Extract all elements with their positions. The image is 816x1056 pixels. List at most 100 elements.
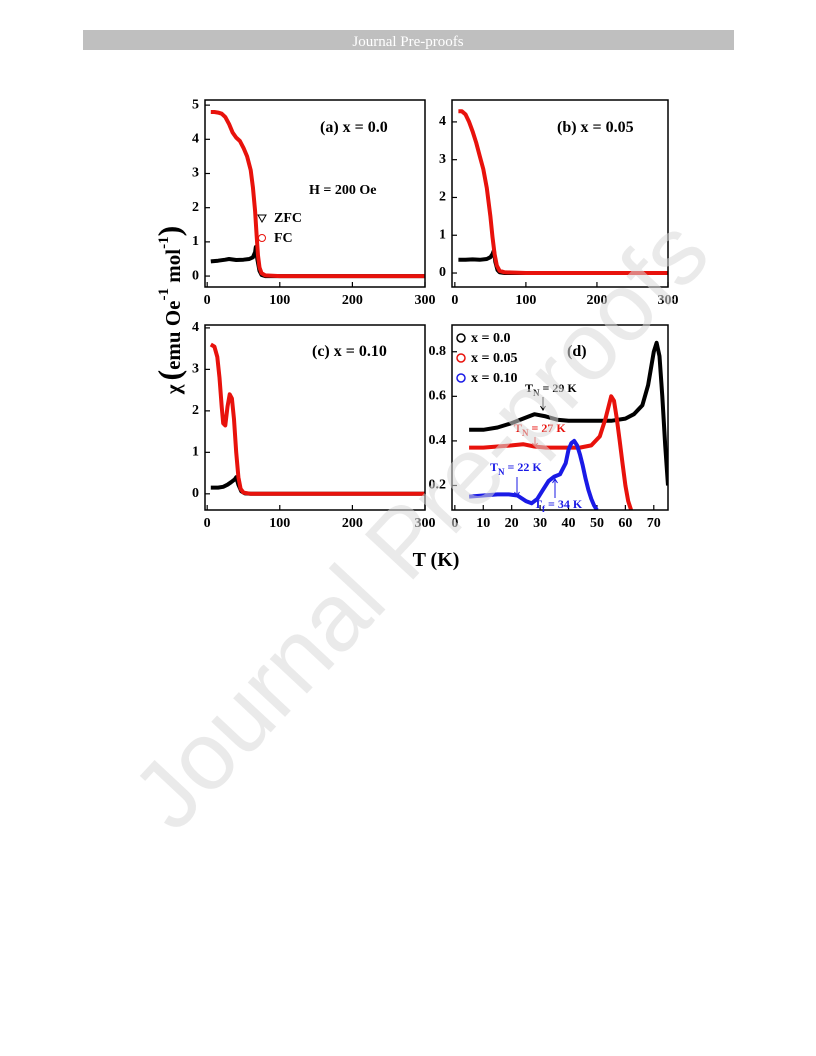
y-tick-label: 5: [192, 97, 199, 112]
x-tick-label: 40: [562, 516, 576, 531]
y-tick-label: 0.8: [429, 344, 447, 359]
annotation-sub: N: [522, 428, 529, 438]
chart-panel: 0 100 200 300 0 1 2 3 4 (b) x = 0.05: [439, 99, 679, 308]
y-label-paren: (: [151, 370, 187, 381]
y-tick-label: 4: [192, 320, 199, 335]
legend-label: ZFC: [274, 211, 302, 226]
plot-frame: [204, 99, 426, 288]
x-tick-label: 100: [269, 516, 290, 531]
chart-panel: 0 10 20 30 40 50 60 70 0.2 0.4 0.6 0.8 (d) x = 0.0 x =…: [429, 324, 669, 531]
legend-label: x = 0.05: [471, 351, 517, 366]
x-tick-label: 20: [505, 516, 519, 531]
x-tick-label: 0: [204, 516, 211, 531]
y-tick-label: 1: [192, 445, 199, 460]
arrow-head: [552, 478, 558, 484]
annotation: TN = 27 K: [514, 421, 566, 438]
x-tick-label: 0: [451, 516, 458, 531]
legend-marker: [456, 353, 466, 363]
annotation: H = 200 Oe: [309, 183, 376, 198]
annotation-sub: f: [542, 504, 546, 514]
legend-marker: [258, 234, 266, 242]
y-tick-label: 0.6: [429, 389, 447, 404]
x-tick-label: 200: [342, 516, 363, 531]
annotation-sub: N: [498, 467, 505, 477]
chart-panel: 0 100 200 300 0 1 2 3 4 5 (a) x = 0.0 H = 200 Oe ZFC…: [192, 97, 436, 308]
chart-panel: 0 100 200 300 0 1 2 3 4 (c) x = 0.10: [192, 320, 436, 531]
annotation-rest: = 27 K: [529, 421, 567, 435]
x-tick-label: 70: [647, 516, 661, 531]
annotation-rest: = 22 K: [505, 460, 543, 474]
y-tick-label: 2: [192, 200, 199, 215]
legend-marker: [456, 373, 466, 383]
y-tick-label: 3: [192, 362, 199, 377]
y-tick-label: 4: [439, 114, 446, 129]
y-tick-label: 0.4: [429, 433, 447, 448]
annotation-rest: = 29 K: [540, 381, 578, 395]
x-tick-label: 10: [476, 516, 490, 531]
y-tick-label: 0: [439, 265, 446, 280]
panel-title: (b) x = 0.05: [557, 119, 634, 136]
annotation-sub: N: [533, 388, 540, 398]
y-tick-label: 3: [439, 152, 446, 167]
y-label-sup: -1: [156, 288, 172, 301]
x-tick-label: 50: [590, 516, 604, 531]
y-label-unit: mol: [161, 249, 185, 288]
x-tick-label: 300: [415, 293, 436, 308]
x-tick-label: 300: [415, 516, 436, 531]
plot-frame: [451, 324, 669, 511]
annotation: TN = 22 K: [490, 460, 542, 477]
y-tick-label: 0: [192, 268, 199, 283]
x-tick-label: 60: [618, 516, 632, 531]
series-line: [210, 110, 425, 279]
y-label-symbol: χ: [161, 384, 185, 395]
series-line: [209, 342, 425, 496]
legend-label: x = 0.10: [471, 371, 517, 386]
plot-frame: [204, 324, 426, 511]
y-tick-label: 3: [192, 166, 199, 181]
annotation: Tf = 34 K: [534, 497, 583, 514]
header-bar: [83, 30, 734, 50]
annotation-main: T: [534, 497, 542, 511]
plot-frame: [451, 99, 669, 288]
x-tick-label: 100: [515, 293, 536, 308]
panel-title: (c) x = 0.10: [312, 343, 387, 360]
annotation-main: T: [514, 421, 522, 435]
series-line: [458, 109, 668, 275]
series-line: [469, 394, 634, 510]
x-tick-label: 30: [533, 516, 547, 531]
x-tick-label: 200: [342, 293, 363, 308]
annotation-main: T: [490, 460, 498, 474]
y-tick-label: 0: [192, 486, 199, 501]
series-line: [468, 438, 599, 510]
y-tick-label: 1: [439, 227, 446, 242]
x-tick-label: 0: [451, 293, 458, 308]
x-tick-label: 0: [204, 293, 211, 308]
legend-marker: [456, 333, 466, 343]
y-tick-label: 2: [192, 403, 199, 418]
arrow-head: [540, 405, 546, 411]
header-title: Journal Pre-proofs: [352, 34, 463, 50]
arrow-head: [532, 442, 538, 448]
legend-label: x = 0.0: [471, 331, 510, 346]
x-tick-label: 300: [658, 293, 679, 308]
y-label-paren: ): [151, 226, 187, 237]
panel-title: (a) x = 0.0: [320, 119, 388, 136]
x-tick-label: 100: [269, 293, 290, 308]
annotation-rest: = 34 K: [545, 497, 583, 511]
series-line: [210, 245, 425, 279]
y-tick-label: 4: [192, 132, 199, 147]
y-label-unit: emu Oe: [161, 300, 185, 369]
annotation: TN = 29 K: [525, 381, 577, 398]
y-tick-label: 2: [439, 190, 446, 205]
y-tick-label: 0.2: [429, 478, 447, 493]
y-tick-label: 1: [192, 234, 199, 249]
legend-marker: [257, 214, 267, 224]
x-axis-label: T (K): [413, 549, 460, 571]
x-tick-label: 200: [586, 293, 607, 308]
annotation-main: T: [525, 381, 533, 395]
panel-title: (d): [567, 343, 587, 360]
y-label-sup: -1: [156, 236, 172, 249]
y-axis-label: χ(emu Oe-1 mol-1): [151, 226, 187, 396]
